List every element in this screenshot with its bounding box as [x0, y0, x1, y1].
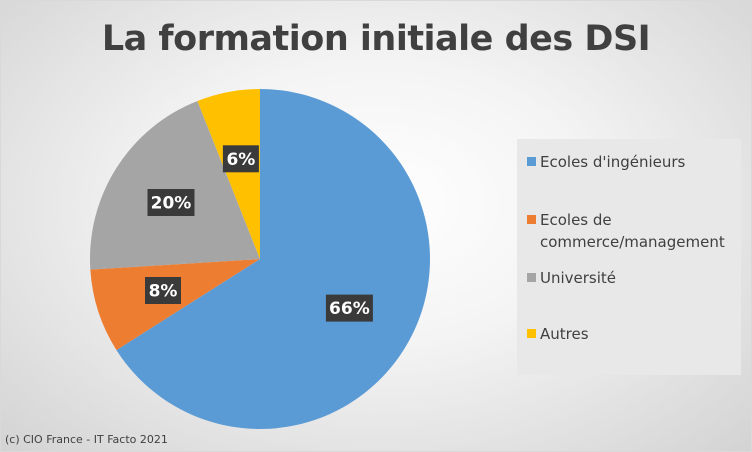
legend-label: Ecoles d'ingénieurs	[540, 153, 686, 171]
legend-swatch	[527, 329, 536, 338]
legend-label-line-2: commerce/management	[540, 233, 725, 251]
chart-title: La formation initiale des DSI	[101, 19, 651, 59]
data-label-text: 20%	[151, 194, 192, 214]
data-label-box	[145, 277, 181, 304]
pie-slice-ecoles-d-ingenieurs	[116, 89, 430, 429]
data-label-ecoles-de-commerce-management: 8%	[145, 277, 181, 304]
data-label-text: 66%	[329, 299, 370, 319]
legend-label: Autres	[540, 325, 589, 343]
data-label-autres: 6%	[222, 145, 259, 173]
data-label-text: 8%	[149, 282, 178, 302]
legend-label-line-1: Ecoles de	[540, 211, 612, 229]
data-label-text: 6%	[226, 150, 255, 170]
pie-slice-autres	[197, 89, 260, 259]
legend-swatch	[527, 273, 536, 282]
legend-label: Université	[540, 269, 617, 287]
data-label-box	[147, 189, 195, 216]
legend: Ecoles d'ingénieurs Ecoles de commerce/m…	[517, 139, 741, 375]
data-label-ecoles-d-ingenieurs: 66%	[325, 294, 373, 322]
data-label-box	[325, 294, 373, 322]
pie-slice-universite	[90, 100, 260, 270]
pie-slice-ecoles-de-commerce-management	[90, 259, 260, 351]
legend-swatch	[527, 215, 536, 224]
data-label-universite: 20%	[147, 189, 195, 216]
data-label-box	[222, 145, 259, 173]
legend-swatch	[527, 157, 536, 166]
copyright-credit: (c) CIO France - IT Facto 2021	[5, 433, 168, 446]
